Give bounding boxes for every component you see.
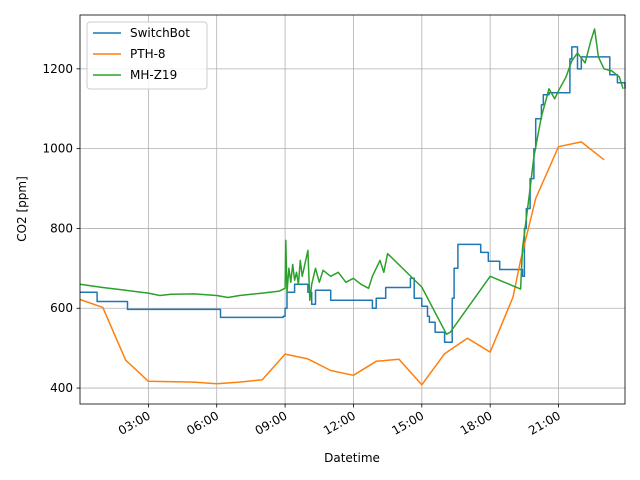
y-tick-label: 1200 bbox=[42, 62, 73, 76]
legend-box bbox=[86, 21, 208, 90]
y-tick-label: 1000 bbox=[42, 142, 73, 156]
y-tick-label: 600 bbox=[50, 301, 73, 315]
y-tick-label: 400 bbox=[50, 381, 73, 395]
x-axis-label: Datetime bbox=[324, 451, 380, 465]
plot-frame bbox=[79, 14, 626, 405]
legend-entry: SwitchBot bbox=[130, 26, 190, 40]
series-layer bbox=[79, 28, 626, 386]
y-axis-label: CO2 [ppm] bbox=[15, 176, 29, 242]
series-line-mh-z19 bbox=[79, 28, 624, 335]
y-tick-label: 800 bbox=[50, 221, 73, 235]
legend-entry: PTH-8 bbox=[130, 47, 166, 61]
legend: SwitchBot PTH-8 MH-Z19 bbox=[86, 21, 208, 90]
legend-entry: MH-Z19 bbox=[130, 68, 177, 82]
